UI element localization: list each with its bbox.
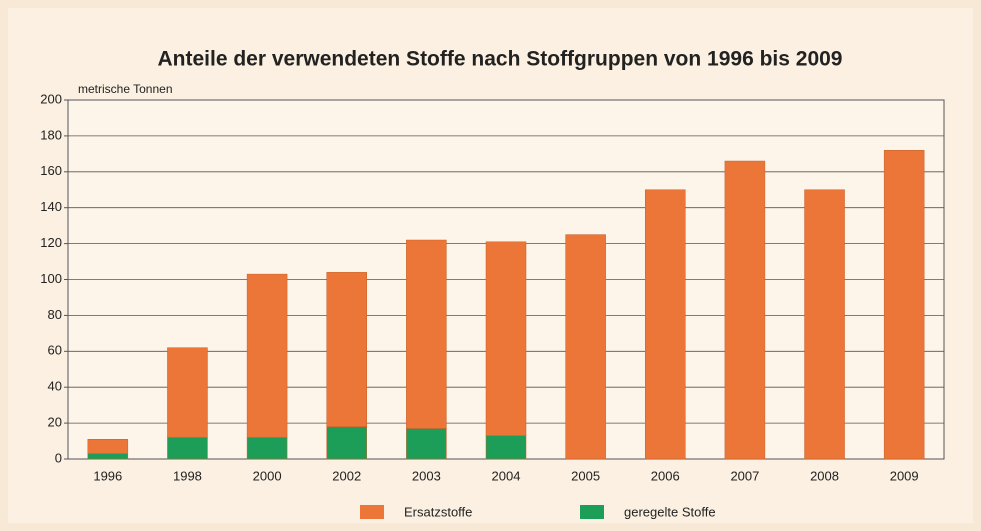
y-tick-label: 200 bbox=[40, 91, 62, 106]
legend-label: geregelte Stoffe bbox=[624, 504, 716, 519]
legend-swatch bbox=[580, 505, 604, 519]
y-tick-label: 80 bbox=[48, 307, 62, 322]
bar-segment bbox=[167, 347, 208, 438]
bar-segment bbox=[406, 239, 447, 429]
x-tick-label: 2005 bbox=[571, 468, 600, 483]
x-tick-label: 2004 bbox=[492, 468, 521, 483]
chart-title: Anteile der verwendeten Stoffe nach Stof… bbox=[157, 48, 842, 71]
x-tick-label: 2002 bbox=[332, 468, 361, 483]
x-tick-label: 2006 bbox=[651, 468, 680, 483]
bar-segment bbox=[406, 428, 447, 460]
x-tick-label: 2007 bbox=[730, 468, 759, 483]
bar-segment bbox=[645, 189, 686, 460]
bar-segment bbox=[326, 426, 367, 460]
x-tick-label: 2000 bbox=[253, 468, 282, 483]
bar-segment bbox=[87, 439, 129, 454]
bar-segment bbox=[883, 150, 925, 460]
x-tick-label: 1998 bbox=[173, 468, 202, 483]
bar-segment bbox=[246, 437, 288, 460]
y-tick-label: 140 bbox=[40, 199, 62, 214]
y-tick-label: 120 bbox=[40, 235, 62, 250]
bar-segment bbox=[485, 435, 527, 460]
y-tick-label: 160 bbox=[40, 163, 62, 178]
bar-segment bbox=[246, 273, 288, 438]
bar-segment bbox=[167, 437, 208, 460]
y-tick-label: 100 bbox=[40, 271, 62, 286]
bar-segment bbox=[326, 272, 367, 427]
bar-segment bbox=[804, 189, 845, 460]
y-tick-label: 0 bbox=[55, 450, 62, 465]
x-tick-label: 1996 bbox=[93, 468, 122, 483]
legend-swatch bbox=[360, 505, 384, 519]
y-tick-label: 20 bbox=[48, 415, 62, 430]
bar-segment bbox=[485, 241, 527, 436]
bar-segment bbox=[724, 160, 766, 460]
y-tick-label: 60 bbox=[48, 343, 62, 358]
x-tick-label: 2009 bbox=[890, 468, 919, 483]
x-tick-label: 2003 bbox=[412, 468, 441, 483]
y-tick-label: 40 bbox=[48, 379, 62, 394]
bar-segment bbox=[565, 234, 606, 460]
y-axis-label: metrische Tonnen bbox=[78, 82, 173, 96]
legend-label: Ersatzstoffe bbox=[404, 504, 472, 519]
y-tick-label: 180 bbox=[40, 127, 62, 142]
x-tick-label: 2008 bbox=[810, 468, 839, 483]
bar-segment bbox=[87, 453, 129, 460]
